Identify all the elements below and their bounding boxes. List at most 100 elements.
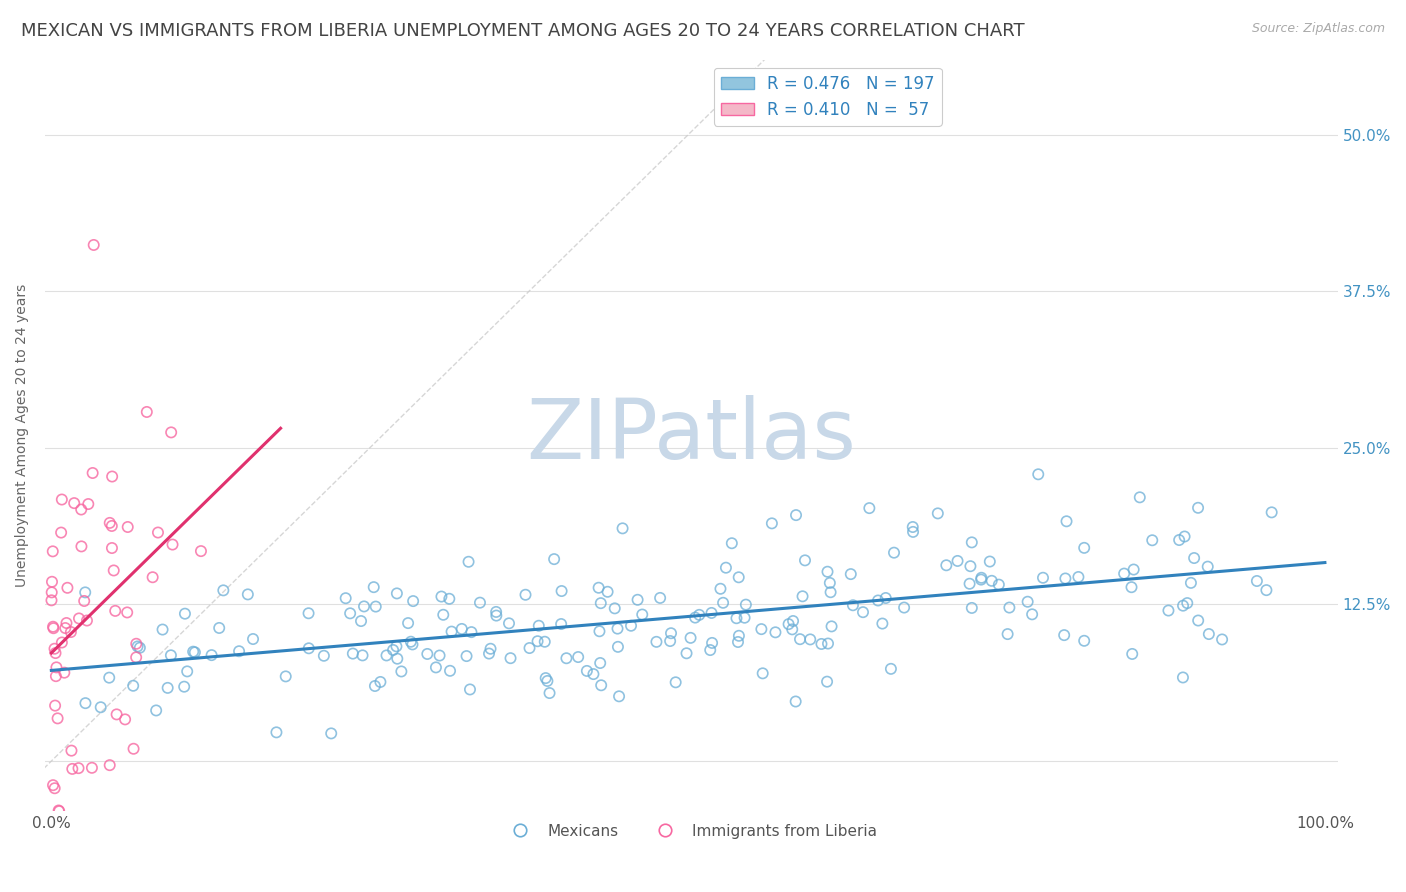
- Point: [63, 496, 86, 510]
- Point: [979, 555, 1001, 569]
- Point: [416, 647, 439, 661]
- Point: [335, 591, 357, 606]
- Point: [76, 614, 98, 628]
- Point: [75, 696, 97, 710]
- Point: [778, 617, 800, 632]
- Point: [82, 466, 104, 480]
- Point: [127, 640, 149, 654]
- Point: [353, 599, 375, 614]
- Point: [1187, 500, 1209, 515]
- Point: [1197, 559, 1219, 574]
- Legend: Mexicans, Immigrants from Liberia: Mexicans, Immigrants from Liberia: [499, 818, 883, 845]
- Point: [51, 635, 73, 649]
- Point: [48, 804, 70, 818]
- Point: [987, 577, 1010, 591]
- Point: [1260, 505, 1282, 519]
- Point: [432, 607, 454, 622]
- Point: [1182, 551, 1205, 566]
- Point: [1175, 596, 1198, 610]
- Point: [720, 536, 742, 550]
- Point: [725, 611, 748, 625]
- Point: [515, 588, 537, 602]
- Point: [90, 700, 112, 714]
- Point: [555, 651, 578, 665]
- Point: [60, 762, 83, 776]
- Point: [970, 573, 993, 587]
- Point: [485, 605, 508, 619]
- Point: [785, 694, 807, 708]
- Point: [115, 606, 138, 620]
- Point: [103, 564, 125, 578]
- Point: [852, 605, 875, 619]
- Point: [98, 516, 121, 530]
- Point: [1053, 628, 1076, 642]
- Point: [1056, 514, 1078, 528]
- Point: [536, 673, 558, 688]
- Point: [479, 641, 502, 656]
- Point: [659, 634, 682, 648]
- Point: [156, 681, 179, 695]
- Point: [321, 726, 343, 740]
- Point: [588, 581, 610, 595]
- Point: [181, 645, 204, 659]
- Point: [44, 781, 66, 796]
- Point: [70, 540, 93, 554]
- Y-axis label: Unemployment Among Ages 20 to 24 years: Unemployment Among Ages 20 to 24 years: [15, 284, 30, 587]
- Point: [370, 675, 392, 690]
- Point: [734, 610, 756, 624]
- Point: [429, 648, 451, 663]
- Point: [820, 585, 842, 599]
- Point: [1256, 583, 1278, 598]
- Point: [550, 617, 572, 632]
- Point: [60, 744, 83, 758]
- Point: [70, 502, 93, 516]
- Point: [44, 641, 66, 656]
- Point: [815, 674, 838, 689]
- Point: [1187, 614, 1209, 628]
- Point: [1122, 562, 1144, 576]
- Point: [970, 571, 993, 585]
- Point: [780, 623, 803, 637]
- Point: [200, 648, 222, 662]
- Point: [526, 634, 548, 648]
- Point: [339, 607, 361, 621]
- Point: [872, 616, 894, 631]
- Point: [56, 581, 79, 595]
- Point: [298, 641, 321, 656]
- Point: [498, 616, 520, 631]
- Point: [41, 574, 63, 589]
- Point: [794, 553, 817, 567]
- Point: [1021, 607, 1043, 622]
- Point: [173, 680, 195, 694]
- Point: [364, 679, 387, 693]
- Point: [519, 641, 541, 656]
- Point: [67, 761, 90, 775]
- Point: [101, 469, 124, 483]
- Point: [382, 643, 405, 657]
- Point: [875, 591, 897, 605]
- Point: [75, 585, 97, 599]
- Point: [145, 703, 167, 717]
- Point: [1073, 633, 1095, 648]
- Point: [688, 607, 710, 622]
- Point: [45, 669, 67, 683]
- Point: [543, 552, 565, 566]
- Point: [603, 601, 626, 615]
- Point: [527, 619, 550, 633]
- Point: [128, 640, 150, 655]
- Point: [683, 610, 706, 624]
- Point: [176, 665, 198, 679]
- Point: [699, 643, 721, 657]
- Point: [650, 591, 672, 605]
- Point: [456, 649, 478, 664]
- Point: [1171, 599, 1194, 613]
- Point: [184, 645, 207, 659]
- Point: [880, 662, 903, 676]
- Point: [450, 622, 472, 636]
- Point: [789, 632, 811, 647]
- Point: [960, 535, 983, 549]
- Point: [125, 637, 148, 651]
- Point: [626, 592, 648, 607]
- Point: [1026, 467, 1049, 482]
- Point: [485, 608, 508, 623]
